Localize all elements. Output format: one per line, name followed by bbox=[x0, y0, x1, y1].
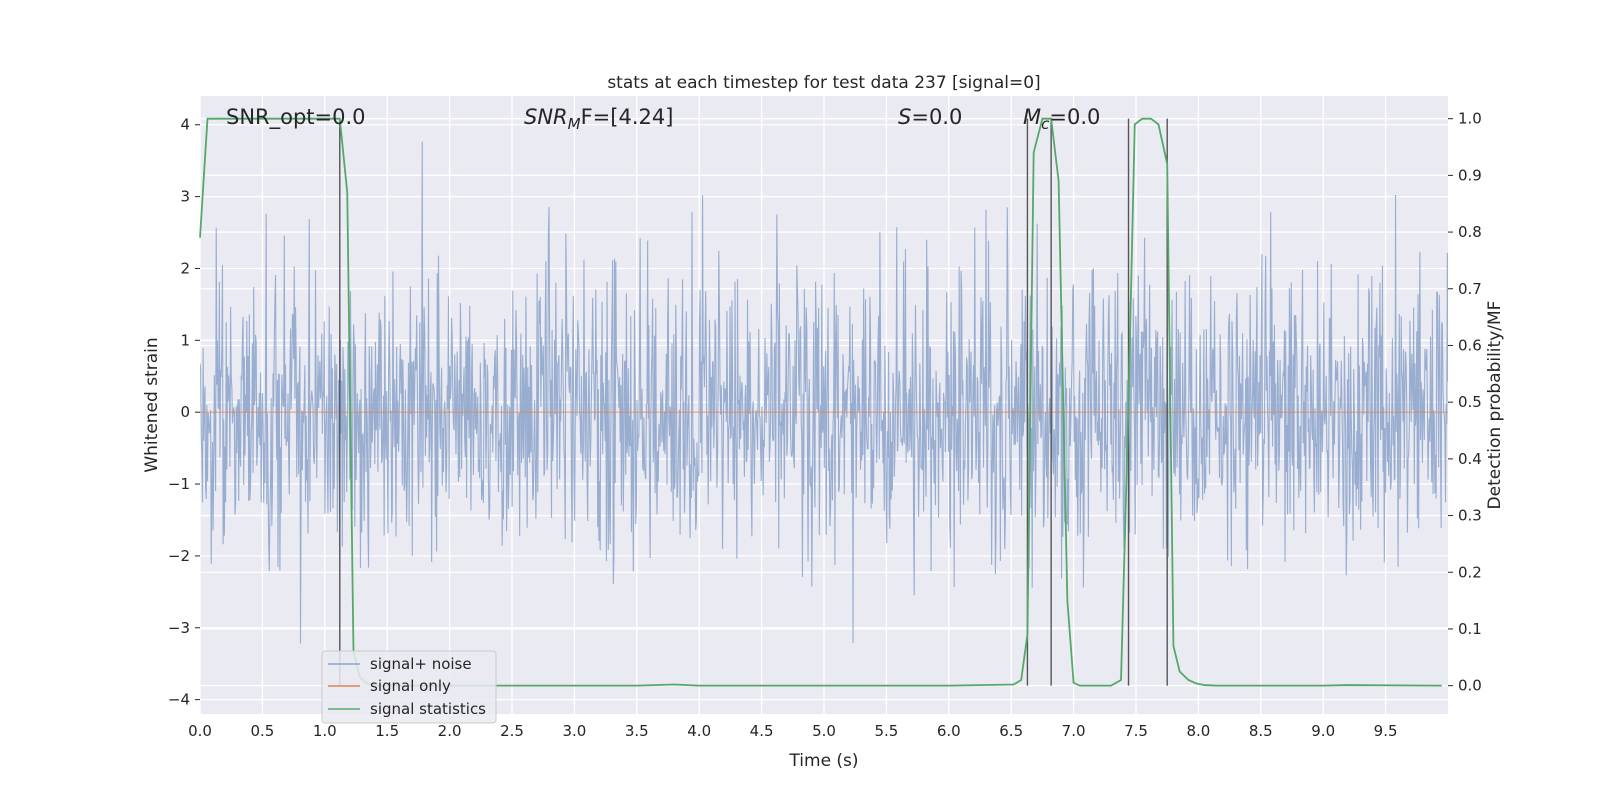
y2-tick-label: 0.7 bbox=[1458, 280, 1482, 298]
legend-box bbox=[321, 650, 497, 724]
x-axis-label: Time (s) bbox=[788, 751, 858, 771]
y2-tick-label: 0.4 bbox=[1458, 450, 1482, 468]
x-tick-label: 8.5 bbox=[1249, 722, 1273, 740]
y-tick-label: 0 bbox=[180, 403, 190, 421]
x-tick-label: 3.0 bbox=[562, 722, 586, 740]
annotation-mc: Mc=0.0 bbox=[1023, 105, 1100, 133]
y2-tick-label: 0.5 bbox=[1458, 393, 1482, 411]
annotation-mc-sub: c bbox=[1041, 115, 1050, 133]
annotation-snr-mf-sub: M bbox=[568, 115, 581, 133]
annotation-s-rest: =0.0 bbox=[911, 105, 962, 129]
annotation-snr-mf: SNRMF=[4.24] bbox=[524, 105, 673, 133]
legend: signal+ noise signal only signal statist… bbox=[321, 650, 497, 724]
x-tick-label: 5.0 bbox=[812, 722, 836, 740]
y2-tick-label: 0.1 bbox=[1458, 620, 1482, 638]
x-tick-label: 4.5 bbox=[750, 722, 774, 740]
x-tick-label: 6.5 bbox=[999, 722, 1023, 740]
legend-label-signal-statistics: signal statistics bbox=[370, 700, 486, 718]
y-tick-label: 3 bbox=[180, 188, 190, 206]
x-tick-label: 0.5 bbox=[250, 722, 274, 740]
y2-tick-label: 0.6 bbox=[1458, 336, 1482, 354]
annotation-s: S=0.0 bbox=[898, 105, 962, 129]
y2-tick-label: 0.2 bbox=[1458, 563, 1482, 581]
y2-tick-label: 0.9 bbox=[1458, 166, 1482, 184]
x-tick-label: 5.5 bbox=[874, 722, 898, 740]
x-tick-label: 0.0 bbox=[188, 722, 212, 740]
y2-axis-label: Detection probability/MF bbox=[1485, 301, 1505, 510]
y2-tick-label: 0.3 bbox=[1458, 507, 1482, 525]
x-tick-label: 6.0 bbox=[937, 722, 961, 740]
annotation-mc-rest: =0.0 bbox=[1049, 105, 1100, 129]
x-tick-label: 1.5 bbox=[375, 722, 399, 740]
y2-tick-label: 0.8 bbox=[1458, 223, 1482, 241]
y-tick-label: 1 bbox=[180, 331, 190, 349]
annotation-snr-opt: SNR_opt=0.0 bbox=[226, 105, 366, 130]
y2-tick-label: 1.0 bbox=[1458, 110, 1482, 128]
y-tick-label: −4 bbox=[168, 691, 190, 709]
series-layer bbox=[200, 141, 1448, 644]
x-tick-label: 2.5 bbox=[500, 722, 524, 740]
x-tick-label: 4.0 bbox=[687, 722, 711, 740]
x-tick-label: 9.5 bbox=[1374, 722, 1398, 740]
chart-title: stats at each timestep for test data 237… bbox=[607, 73, 1040, 93]
y-tick-label: 4 bbox=[180, 116, 190, 134]
annotation-snr-mf-rest: F=[4.24] bbox=[581, 105, 674, 129]
y-tick-label: −3 bbox=[168, 619, 190, 637]
series-signal-statistics bbox=[199, 117, 1442, 687]
ticks: 0.0 0.5 1.0 1.5 2.0 2.5 3.0 3.5 4.0 4.5 5.0 5.5 6.0 6… bbox=[168, 110, 1482, 740]
x-tick-label: 9.0 bbox=[1311, 722, 1335, 740]
x-tick-label: 8.0 bbox=[1186, 722, 1210, 740]
annotation-mc-main: M bbox=[1023, 105, 1041, 129]
x-tick-label: 2.0 bbox=[438, 722, 462, 740]
vertical-markers bbox=[199, 117, 1442, 687]
x-tick-label: 7.5 bbox=[1124, 722, 1148, 740]
annotation-snr-mf-main: SNR bbox=[524, 105, 568, 129]
y-tick-label: −2 bbox=[168, 547, 190, 565]
y-tick-label: −1 bbox=[168, 475, 190, 493]
legend-label-signal-only: signal only bbox=[370, 677, 451, 695]
x-tick-label: 3.5 bbox=[625, 722, 649, 740]
y2-tick-label: 0.0 bbox=[1458, 677, 1482, 695]
x-tick-label: 7.0 bbox=[1062, 722, 1086, 740]
x-tick-label: 1.0 bbox=[313, 722, 337, 740]
legend-label-signal-noise: signal+ noise bbox=[370, 655, 472, 673]
y-tick-label: 2 bbox=[180, 259, 190, 277]
annotation-s-main: S bbox=[898, 105, 911, 129]
series-signal-noise bbox=[200, 141, 1448, 644]
y-axis-label: Whitened strain bbox=[142, 337, 162, 472]
